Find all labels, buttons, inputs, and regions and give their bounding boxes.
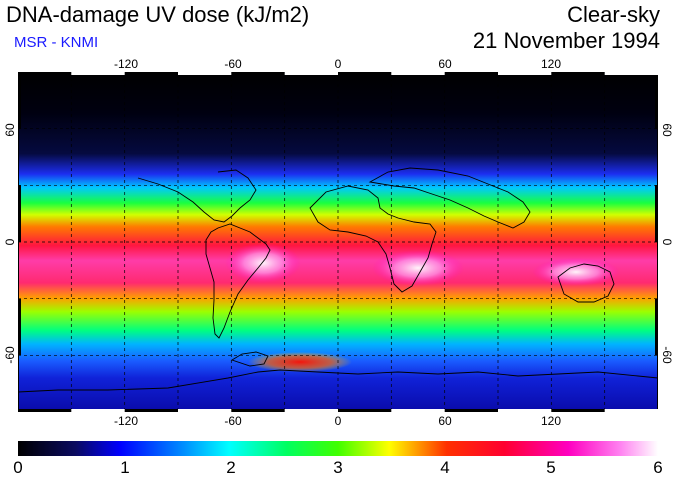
colorbar-label: 2 bbox=[226, 458, 236, 477]
lat-tick-right: -60 bbox=[660, 346, 674, 364]
graticule bbox=[18, 72, 658, 412]
australia-high-dose bbox=[532, 258, 620, 286]
source-label: MSR - KNMI bbox=[14, 34, 99, 51]
eurasia-coast bbox=[368, 167, 531, 229]
lat-tick-right: 0 bbox=[660, 238, 674, 246]
africa-coast bbox=[309, 185, 437, 293]
coastlines bbox=[18, 167, 658, 393]
southern-africa-high-dose bbox=[372, 250, 464, 286]
uv-dose-map bbox=[18, 72, 658, 412]
lon-tick-top: 0 bbox=[334, 57, 342, 71]
colorbar-label: 5 bbox=[546, 458, 556, 477]
lat-tick-left: -60 bbox=[3, 346, 17, 364]
antarctic-ozone-hole-dose bbox=[248, 352, 352, 372]
colorbar-label: 0 bbox=[13, 458, 23, 477]
australia-coast bbox=[557, 263, 615, 303]
colorbar-label: 4 bbox=[440, 458, 450, 477]
lon-tick-top: 120 bbox=[540, 57, 562, 71]
antarctica-coast bbox=[18, 369, 658, 393]
lat-tick-right: 60 bbox=[660, 123, 674, 137]
colorbar-label: 6 bbox=[653, 458, 663, 477]
south-america-coast bbox=[205, 223, 271, 339]
map-frame bbox=[18, 72, 658, 412]
lon-tick-bottom: -120 bbox=[113, 414, 139, 428]
lon-tick-top: -60 bbox=[224, 57, 242, 71]
date-label: 21 November 1994 bbox=[472, 28, 660, 53]
north-america-coast bbox=[137, 169, 257, 223]
south-america-high-dose bbox=[225, 243, 301, 283]
lat-tick-left: 60 bbox=[3, 123, 17, 137]
map-title: DNA-damage UV dose (kJ/m2) bbox=[6, 2, 310, 27]
colorbar-label: 1 bbox=[120, 458, 130, 477]
lat-tick-left: 0 bbox=[3, 238, 17, 246]
lon-tick-bottom: 120 bbox=[540, 414, 562, 428]
colorbar-ramp bbox=[18, 441, 658, 456]
lon-tick-bottom: 0 bbox=[334, 414, 342, 428]
map-canvas bbox=[18, 72, 658, 412]
sky-condition-label: Clear-sky bbox=[567, 2, 660, 27]
lon-tick-bottom: -60 bbox=[224, 414, 242, 428]
antarctic-peninsula-coast bbox=[230, 351, 269, 367]
lon-tick-top: -120 bbox=[113, 57, 139, 71]
lon-tick-bottom: 60 bbox=[438, 414, 452, 428]
lon-tick-top: 60 bbox=[438, 57, 452, 71]
colorbar bbox=[18, 441, 658, 456]
colorbar-label: 3 bbox=[333, 458, 343, 477]
